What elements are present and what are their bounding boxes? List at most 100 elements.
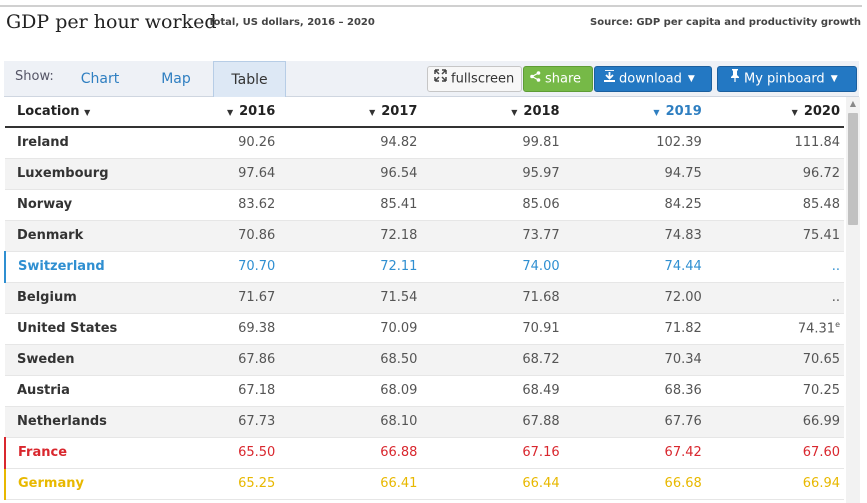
cell-value: 74.83 (559, 220, 702, 252)
cell-value: .. (701, 282, 844, 314)
cell-value: 72.18 (275, 220, 418, 252)
cell-value: 66.94 (701, 468, 844, 500)
cell-value: 67.16 (417, 437, 560, 469)
row-location[interactable]: Switzerland (4, 251, 134, 283)
cell-value: 71.67 (133, 282, 276, 314)
column-header-2020[interactable]: ▼ 2020 (701, 97, 844, 128)
cell-value: 72.00 (559, 282, 702, 314)
share-icon (530, 67, 541, 91)
cell-value: 71.68 (417, 282, 560, 314)
table-row[interactable]: Norway 83.62 85.41 85.06 84.25 85.48 (5, 189, 844, 221)
fullscreen-button[interactable]: fullscreen (427, 66, 522, 92)
sort-caret-icon: ▼ (511, 108, 518, 117)
column-header-location[interactable]: Location ▼ (5, 97, 134, 128)
table-header-row: Location ▼ ▼ 2016 ▼ 2017 ▼ 2018 ▼ 2019 ▼ 2020 (5, 97, 844, 128)
source-link[interactable]: Source: GDP per capita and productivity … (590, 17, 861, 28)
cell-value: 65.50 (133, 437, 276, 469)
cell-value: 66.99 (701, 406, 844, 438)
data-table-container: Location ▼ ▼ 2016 ▼ 2017 ▼ 2018 ▼ 2019 ▼ 2020… (4, 97, 844, 503)
cell-value: 102.39 (559, 127, 702, 159)
column-header-2019[interactable]: ▼ 2019 (559, 97, 702, 128)
cell-value: 97.64 (133, 158, 276, 190)
sort-caret-icon: ▼ (226, 108, 234, 117)
cell-value: 70.91 (417, 313, 560, 345)
expand-icon (434, 67, 447, 91)
cell-value: 68.72 (417, 344, 560, 376)
row-location[interactable]: Ireland (5, 127, 134, 159)
cell-value: 67.42 (559, 437, 702, 469)
row-location[interactable]: Denmark (5, 220, 134, 252)
cell-value: 111.84 (701, 127, 844, 159)
row-location[interactable]: Germany (4, 468, 134, 500)
cell-value: 65.25 (133, 468, 276, 500)
cell-value: 83.62 (133, 189, 276, 221)
table-row-highlighted[interactable]: France 65.50 66.88 67.16 67.42 67.60 (4, 437, 844, 469)
table-row[interactable]: Sweden 67.86 68.50 68.72 70.34 70.65 (5, 344, 844, 376)
cell-value: 70.09 (275, 313, 418, 345)
caret-down-icon: ▼ (830, 74, 838, 84)
cell-value: 67.86 (133, 344, 276, 376)
share-label: share (545, 71, 582, 87)
cell-value: 66.44 (417, 468, 560, 500)
cell-value: 84.25 (559, 189, 702, 221)
column-header-2016[interactable]: ▼ 2016 (133, 97, 276, 128)
table-row[interactable]: Luxembourg 97.64 96.54 95.97 94.75 96.72 (5, 158, 844, 190)
cell-value: 70.25 (701, 375, 844, 407)
cell-value: 94.75 (559, 158, 702, 190)
pin-icon (730, 67, 740, 91)
row-location[interactable]: France (4, 437, 134, 469)
sort-caret-icon: ▼ (653, 108, 660, 117)
cell-value: 66.88 (275, 437, 418, 469)
tab-chart[interactable]: Chart (80, 71, 120, 87)
cell-value: 73.77 (417, 220, 560, 252)
share-button[interactable]: share (523, 66, 593, 92)
sort-caret-icon: ▼ (791, 108, 798, 117)
table-row[interactable]: Netherlands 67.73 68.10 67.88 67.76 66.9… (5, 406, 844, 438)
table-row[interactable]: Denmark 70.86 72.18 73.77 74.83 75.41 (5, 220, 844, 252)
sort-caret-icon: ▼ (369, 108, 376, 117)
cell-value: 67.60 (701, 437, 844, 469)
row-location[interactable]: Netherlands (5, 406, 134, 438)
cell-value: 68.10 (275, 406, 418, 438)
row-location[interactable]: Luxembourg (5, 158, 134, 190)
cell-value-flagged: 74.31e (701, 313, 844, 345)
column-header-2018[interactable]: ▼ 2018 (417, 97, 560, 128)
cell-value: 67.73 (133, 406, 276, 438)
cell-value: 70.86 (133, 220, 276, 252)
estimate-flag[interactable]: e (835, 320, 840, 330)
table-row-highlighted[interactable]: Switzerland 70.70 72.11 74.00 74.44 .. (4, 251, 844, 283)
cell-value: 66.41 (275, 468, 418, 500)
row-location[interactable]: Austria (5, 375, 134, 407)
table-row[interactable]: Belgium 71.67 71.54 71.68 72.00 .. (5, 282, 844, 314)
table-row-highlighted[interactable]: Germany 65.25 66.41 66.44 66.68 66.94 (4, 468, 844, 500)
column-header-2017[interactable]: ▼ 2017 (275, 97, 418, 128)
download-button[interactable]: download ▼ (594, 66, 712, 92)
toolbar: Show: Chart Map Table fullscreen share d… (4, 61, 859, 97)
table-scrollbar[interactable]: ▲ (846, 97, 860, 503)
cell-value: 66.68 (559, 468, 702, 500)
cell-value: .. (701, 251, 844, 283)
table-row[interactable]: Ireland 90.26 94.82 99.81 102.39 111.84 (5, 127, 844, 159)
cell-value: 68.49 (417, 375, 560, 407)
pinboard-button[interactable]: My pinboard ▼ (717, 66, 857, 92)
cell-value: 67.88 (417, 406, 560, 438)
row-location[interactable]: Sweden (5, 344, 134, 376)
row-location[interactable]: United States (5, 313, 134, 345)
page-subtitle: Total, US dollars, 2016 – 2020 (208, 17, 375, 28)
row-location[interactable]: Norway (5, 189, 134, 221)
table-row[interactable]: Austria 67.18 68.09 68.49 68.36 70.25 (5, 375, 844, 407)
scroll-up-arrow-icon[interactable]: ▲ (849, 99, 857, 108)
cell-value: 71.82 (559, 313, 702, 345)
cell-value: 85.48 (701, 189, 844, 221)
caret-down-icon: ▼ (687, 74, 695, 84)
cell-value: 71.54 (275, 282, 418, 314)
tab-map[interactable]: Map (161, 71, 191, 87)
cell-value: 90.26 (133, 127, 276, 159)
show-label: Show: (15, 69, 54, 84)
row-location[interactable]: Belgium (5, 282, 134, 314)
tab-table[interactable]: Table (213, 61, 286, 97)
scrollbar-thumb[interactable] (848, 113, 858, 225)
table-row[interactable]: United States 69.38 70.09 70.91 71.82 74… (5, 313, 844, 345)
cell-value: 74.00 (417, 251, 560, 283)
cell-value: 68.36 (559, 375, 702, 407)
